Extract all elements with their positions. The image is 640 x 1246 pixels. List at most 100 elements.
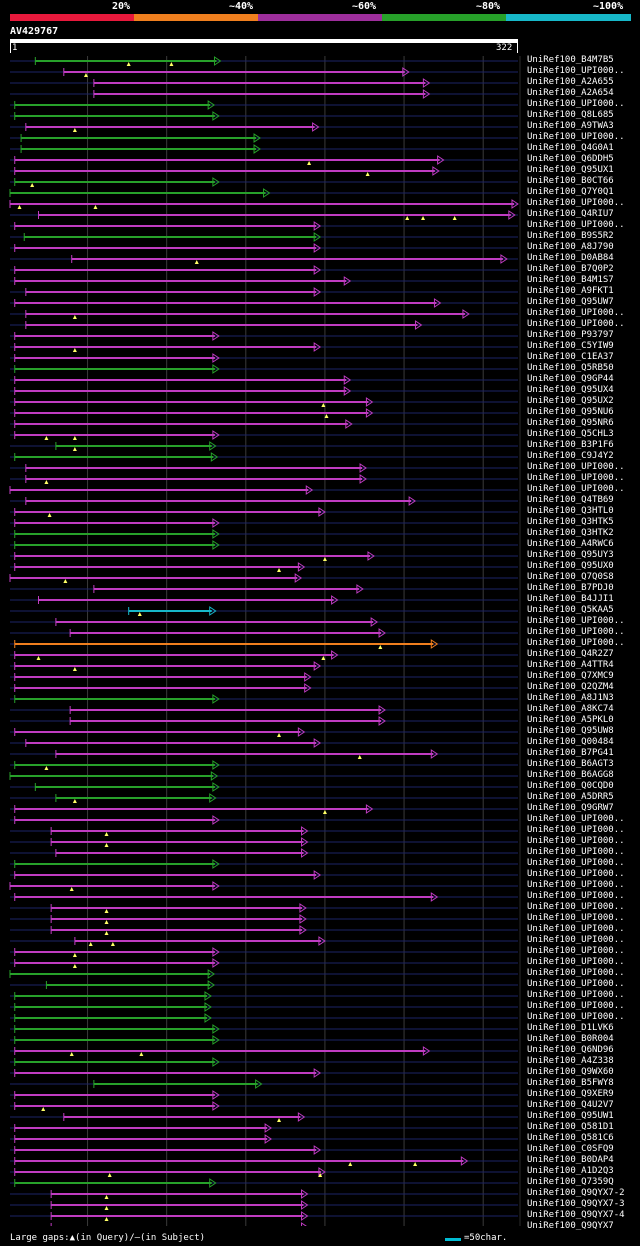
hit-label[interactable]: UniRef100_Q95NU6 [527, 407, 614, 417]
hit-label[interactable]: UniRef100_UPI000.. [527, 880, 625, 890]
hit-label[interactable]: UniRef100_UPI000.. [527, 913, 625, 923]
hit-label[interactable]: UniRef100_Q95UX1 [527, 165, 614, 175]
hit-label[interactable]: UniRef100_UPI000.. [527, 99, 625, 109]
hit-label[interactable]: UniRef100_UPI000.. [527, 979, 625, 989]
hit-label[interactable]: UniRef100_A1D2Q3 [527, 1166, 614, 1176]
hit-label[interactable]: UniRef100_UPI000.. [527, 836, 625, 846]
hit-label[interactable]: UniRef100_Q5CHL3 [527, 429, 614, 439]
hit-label[interactable]: UniRef100_Q6DDH5 [527, 154, 614, 164]
hit-label[interactable]: UniRef100_UPI000.. [527, 990, 625, 1000]
hit-label[interactable]: UniRef100_A4RWC6 [527, 539, 614, 549]
hit-label[interactable]: UniRef100_Q9QYX7-4 [527, 1210, 625, 1220]
hit-label[interactable]: UniRef100_Q4R2Z7 [527, 649, 614, 659]
hit-label[interactable]: UniRef100_Q00484 [527, 737, 614, 747]
hit-label[interactable]: UniRef100_UPI000.. [527, 858, 625, 868]
hit-label[interactable]: UniRef100_Q95UY3 [527, 550, 614, 560]
hit-label[interactable]: UniRef100_Q7Y0Q1 [527, 187, 614, 197]
hit-label[interactable]: UniRef100_Q7359Q [527, 1177, 614, 1187]
hit-label[interactable]: UniRef100_A9TWA3 [527, 121, 614, 131]
hit-label[interactable]: UniRef100_UPI000.. [527, 847, 625, 857]
hit-label[interactable]: UniRef100_B0CT66 [527, 176, 614, 186]
hit-label[interactable]: UniRef100_D1LVK6 [527, 1023, 614, 1033]
hit-label[interactable]: UniRef100_B5FWY8 [527, 1078, 614, 1088]
hit-label[interactable]: UniRef100_Q9QYX7-3 [527, 1199, 625, 1209]
hit-label[interactable]: UniRef100_UPI000.. [527, 968, 625, 978]
hit-label[interactable]: UniRef100_B4M1S7 [527, 275, 614, 285]
hit-label[interactable]: UniRef100_B0R004 [527, 1034, 614, 1044]
hit-label[interactable]: UniRef100_Q9XER9 [527, 1089, 614, 1099]
hit-label[interactable]: UniRef100_C0SFQ9 [527, 1144, 614, 1154]
hit-label[interactable]: UniRef100_B7PDJ0 [527, 583, 614, 593]
hit-label[interactable]: UniRef100_A8J790 [527, 242, 614, 252]
hit-label[interactable]: UniRef100_A9FKT1 [527, 286, 614, 296]
hit-label[interactable]: UniRef100_B6AGG8 [527, 770, 614, 780]
hit-label[interactable]: UniRef100_Q95UX0 [527, 561, 614, 571]
hit-label[interactable]: UniRef100_Q0CQD0 [527, 781, 614, 791]
hit-label[interactable]: UniRef100_UPI000.. [527, 891, 625, 901]
hit-label[interactable]: UniRef100_B6AGT3 [527, 759, 614, 769]
hit-label[interactable]: UniRef100_C1EA37 [527, 352, 614, 362]
hit-label[interactable]: UniRef100_UPI000.. [527, 869, 625, 879]
hit-label[interactable]: UniRef100_Q95UW8 [527, 726, 614, 736]
hit-label[interactable]: UniRef100_C9J4Y2 [527, 451, 614, 461]
hit-label[interactable]: UniRef100_A8KC74 [527, 704, 614, 714]
hit-label[interactable]: UniRef100_UPI000.. [527, 814, 625, 824]
hit-label[interactable]: UniRef100_A5PKL0 [527, 715, 614, 725]
hit-label[interactable]: UniRef100_Q3HTK5 [527, 517, 614, 527]
hit-label[interactable]: UniRef100_UPI000.. [527, 462, 625, 472]
hit-label[interactable]: UniRef100_UPI000.. [527, 946, 625, 956]
hit-label[interactable]: UniRef100_UPI000.. [527, 638, 625, 648]
hit-label[interactable]: UniRef100_UPI000.. [527, 132, 625, 142]
hit-label[interactable]: UniRef100_Q7Q0S8 [527, 572, 614, 582]
hit-label[interactable]: UniRef100_UPI000.. [527, 319, 625, 329]
hit-label[interactable]: UniRef100_UPI000.. [527, 902, 625, 912]
hit-label[interactable]: UniRef100_B9S5R2 [527, 231, 614, 241]
hit-label[interactable]: UniRef100_UPI000.. [527, 957, 625, 967]
hit-label[interactable]: UniRef100_Q3HTL0 [527, 506, 614, 516]
hit-label[interactable]: UniRef100_Q95UW1 [527, 1111, 614, 1121]
hit-label[interactable]: UniRef100_Q7XMC9 [527, 671, 614, 681]
hit-label[interactable]: UniRef100_UPI000.. [527, 627, 625, 637]
hit-label[interactable]: UniRef100_Q9QYX7-2 [527, 1188, 625, 1198]
hit-label[interactable]: UniRef100_UPI000.. [527, 308, 625, 318]
hit-label[interactable]: UniRef100_Q5RB50 [527, 363, 614, 373]
hit-label[interactable]: UniRef100_B4JJI1 [527, 594, 614, 604]
hit-label[interactable]: UniRef100_Q8L685 [527, 110, 614, 120]
hit-label[interactable]: UniRef100_C5YIW9 [527, 341, 614, 351]
hit-label[interactable]: UniRef100_B3P1F6 [527, 440, 614, 450]
hit-label[interactable]: UniRef100_Q581D1 [527, 1122, 614, 1132]
hit-label[interactable]: UniRef100_Q9QYX7 [527, 1221, 614, 1231]
hit-label[interactable]: UniRef100_UPI000.. [527, 924, 625, 934]
hit-label[interactable]: UniRef100_B7Q0P2 [527, 264, 614, 274]
hit-label[interactable]: UniRef100_A8J1N3 [527, 693, 614, 703]
hit-label[interactable]: UniRef100_UPI000.. [527, 198, 625, 208]
hit-label[interactable]: UniRef100_Q9GRW7 [527, 803, 614, 813]
hit-label[interactable]: UniRef100_Q3HTK2 [527, 528, 614, 538]
hit-label[interactable]: UniRef100_Q4U2V7 [527, 1100, 614, 1110]
hit-label[interactable]: UniRef100_A5DRR5 [527, 792, 614, 802]
hit-label[interactable]: UniRef100_Q5KAA5 [527, 605, 614, 615]
hit-label[interactable]: UniRef100_Q9GP44 [527, 374, 614, 384]
hit-label[interactable]: UniRef100_UPI000.. [527, 616, 625, 626]
hit-label[interactable]: UniRef100_A2A655 [527, 77, 614, 87]
hit-label[interactable]: UniRef100_UPI000.. [527, 220, 625, 230]
hit-label[interactable]: UniRef100_UPI000.. [527, 1001, 625, 1011]
hit-label[interactable]: UniRef100_UPI000.. [527, 66, 625, 76]
hit-label[interactable]: UniRef100_UPI000.. [527, 484, 625, 494]
hit-label[interactable]: UniRef100_Q95UX2 [527, 396, 614, 406]
hit-label[interactable]: UniRef100_Q95UW7 [527, 297, 614, 307]
hit-label[interactable]: UniRef100_UPI000.. [527, 1012, 625, 1022]
hit-label[interactable]: UniRef100_Q95UX4 [527, 385, 614, 395]
hit-label[interactable]: UniRef100_A4TTR4 [527, 660, 614, 670]
hit-label[interactable]: UniRef100_UPI000.. [527, 825, 625, 835]
hit-label[interactable]: UniRef100_Q4G0A1 [527, 143, 614, 153]
hit-label[interactable]: UniRef100_P93797 [527, 330, 614, 340]
hit-label[interactable]: UniRef100_B0DAP4 [527, 1155, 614, 1165]
hit-label[interactable]: UniRef100_Q581C6 [527, 1133, 614, 1143]
hit-label[interactable]: UniRef100_Q6ND96 [527, 1045, 614, 1055]
hit-label[interactable]: UniRef100_UPI000.. [527, 473, 625, 483]
hit-label[interactable]: UniRef100_Q2QZM4 [527, 682, 614, 692]
hit-label[interactable]: UniRef100_B4M7B5 [527, 55, 614, 65]
hit-label[interactable]: UniRef100_B7PG41 [527, 748, 614, 758]
hit-label[interactable]: UniRef100_D0AB84 [527, 253, 614, 263]
